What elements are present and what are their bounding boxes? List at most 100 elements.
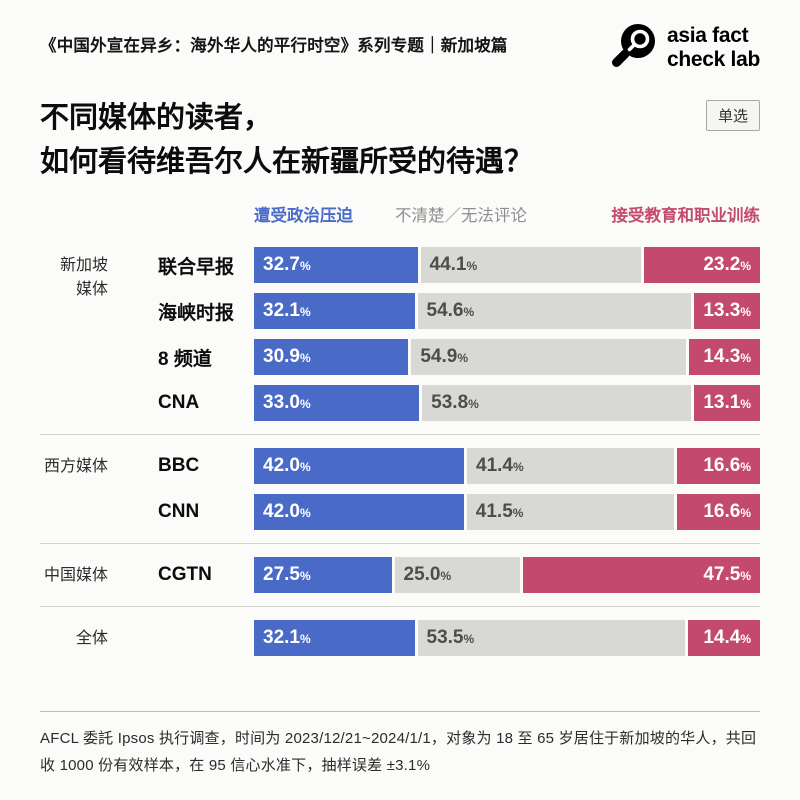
segment-persecution: 32.7% [254, 247, 418, 283]
legend-education: 接受教育和职业训练 [611, 207, 761, 225]
segment-education: 14.3% [688, 339, 760, 375]
percent-label: 42.0% [263, 501, 311, 522]
chart-row: CNN 42.0% 41.5% 16.6% [158, 494, 761, 530]
percent-label: 25.0% [403, 564, 452, 585]
group-rows: 联合早报 32.7% 44.1% 23.2% 海峡时报 32.1% 54.6% 13.3% 8 … [158, 247, 760, 421]
media-label: CNN [158, 501, 200, 522]
group-label: 新加坡 媒体 [59, 257, 108, 298]
page-title-line-2: 如何看待维吾尔人在新疆所受的待遇？ [40, 145, 534, 178]
chart: 新加坡 媒体 联合早报 32.7% 44.1% 23.2% 海峡时报 32.1% 54.6% 1… [40, 234, 761, 669]
legend-unclear: 不清楚／无法评论 [395, 207, 527, 225]
percent-label: 53.5% [426, 627, 475, 648]
percent-label: 14.4% [703, 627, 751, 648]
media-label: CNA [158, 392, 200, 413]
percent-label: 16.6% [703, 455, 751, 476]
group-rows: 32.1% 53.5% 14.4% [158, 620, 760, 656]
stacked-bar: 42.0% 41.5% 16.6% [254, 494, 761, 530]
percent-label: 54.9% [420, 346, 468, 367]
chart-group: 全体 32.1% 53.5% 14.4% [40, 606, 760, 669]
media-label: CGTN [158, 564, 212, 585]
afcl-logo: asia fact check lab [611, 22, 760, 73]
percent-label: 47.5% [703, 564, 751, 585]
magnifier-icon [611, 22, 658, 73]
group-label: 西方媒体 [43, 458, 108, 475]
stacked-bar: 33.0% 53.8% 13.1% [254, 385, 760, 421]
segment-unclear: 25.0% [394, 557, 520, 593]
segment-education: 16.6% [677, 448, 760, 484]
media-label: BBC [158, 455, 200, 476]
percent-label: 32.1% [263, 300, 311, 321]
chart-group: 西方媒体 BBC 42.0% 41.4% 16.6% CNN 42.0% 41.5% 16.6% [40, 434, 761, 543]
page-title-line-1: 不同媒体的读者， [40, 102, 273, 134]
group-label: 全体 [75, 630, 108, 647]
percent-label: 27.5% [263, 564, 311, 585]
segment-education: 16.6% [677, 494, 761, 530]
series-title: 《中国外宣在异乡：海外华人的平行时空》系列专题｜新加坡篇 [40, 37, 508, 55]
percent-label: 33.0% [263, 392, 311, 413]
percent-label: 53.8% [431, 392, 479, 413]
segment-unclear: 54.6% [417, 293, 691, 329]
segment-education: 14.4% [688, 620, 760, 656]
title-block: 不同媒体的读者， 如何看待维吾尔人在新疆所受的待遇？ 单选 [40, 97, 760, 184]
segment-unclear: 41.4% [467, 448, 674, 484]
segment-persecution: 30.9% [254, 339, 409, 375]
single-choice-badge: 单选 [705, 100, 760, 131]
segment-education: 13.1% [694, 385, 760, 421]
segment-persecution: 27.5% [254, 557, 392, 593]
group-rows: BBC 42.0% 41.4% 16.6% CNN 42.0% 41.5% 16.6% [158, 448, 761, 530]
chart-row: BBC 42.0% 41.4% 16.6% [158, 448, 760, 484]
stacked-bar: 32.1% 53.5% 14.4% [254, 620, 760, 656]
percent-label: 42.0% [263, 455, 311, 476]
segment-education: 13.3% [693, 293, 760, 329]
stacked-bar: 32.7% 44.1% 23.2% [254, 247, 760, 283]
percent-label: 54.6% [426, 300, 475, 321]
footer-note: AFCL 委託 Ipsos 执行调查，时间为 2023/12/21~2024/1… [40, 710, 760, 781]
logo-line-1: asia fact [666, 24, 749, 48]
chart-row: 32.1% 53.5% 14.4% [158, 620, 760, 656]
percent-label: 16.6% [703, 501, 752, 522]
media-label: 8 频道 [158, 348, 212, 370]
percent-label: 13.3% [703, 300, 751, 321]
segment-unclear: 41.5% [466, 494, 675, 530]
chart-group: 中国媒体 CGTN 27.5% 25.0% 47.5% [40, 543, 760, 606]
chart-row: CGTN 27.5% 25.0% 47.5% [158, 557, 760, 593]
group-rows: CGTN 27.5% 25.0% 47.5% [158, 557, 760, 593]
percent-label: 41.4% [476, 455, 524, 476]
segment-persecution: 42.0% [254, 494, 464, 530]
percent-label: 44.1% [429, 254, 478, 275]
segment-unclear: 53.8% [422, 385, 692, 421]
chart-row: CNA 33.0% 53.8% 13.1% [158, 385, 760, 421]
chart-row: 8 频道 30.9% 54.9% 14.3% [158, 339, 760, 375]
segment-persecution: 32.1% [254, 293, 415, 329]
segment-education: 47.5% [522, 557, 760, 593]
segment-unclear: 54.9% [411, 339, 686, 375]
segment-persecution: 42.0% [254, 448, 464, 484]
percent-label: 13.1% [703, 392, 751, 413]
header: 《中国外宣在异乡：海外华人的平行时空》系列专题｜新加坡篇 asia fact c… [40, 22, 760, 73]
logo-line-2: check lab [666, 47, 760, 71]
group-label: 中国媒体 [43, 567, 108, 584]
segment-education: 23.2% [644, 247, 760, 283]
chart-row: 联合早报 32.7% 44.1% 23.2% [158, 247, 760, 283]
percent-label: 30.9% [263, 346, 311, 367]
percent-label: 32.1% [263, 627, 311, 648]
segment-unclear: 44.1% [420, 247, 641, 283]
percent-label: 41.5% [475, 501, 524, 522]
stacked-bar: 30.9% 54.9% 14.3% [254, 339, 760, 375]
chart-legend: 遭受政治压迫 不清楚／无法评论 接受教育和职业训练 [40, 202, 760, 226]
media-label: 联合早报 [158, 256, 235, 278]
segment-persecution: 32.1% [254, 620, 415, 656]
stacked-bar: 32.1% 54.6% 13.3% [254, 293, 760, 329]
percent-label: 32.7% [263, 254, 311, 275]
stacked-bar: 42.0% 41.4% 16.6% [254, 448, 760, 484]
percent-label: 23.2% [703, 254, 751, 275]
stacked-bar: 27.5% 25.0% 47.5% [254, 557, 760, 593]
segment-persecution: 33.0% [254, 385, 420, 421]
logo-wordmark: asia fact check lab [667, 24, 760, 70]
chart-group: 新加坡 媒体 联合早报 32.7% 44.1% 23.2% 海峡时报 32.1% 54.6% 1… [40, 234, 760, 434]
media-label: 海峡时报 [158, 302, 235, 324]
segment-unclear: 53.5% [417, 620, 685, 656]
chart-row: 海峡时报 32.1% 54.6% 13.3% [158, 293, 760, 329]
legend-persecution: 遭受政治压迫 [254, 207, 353, 225]
